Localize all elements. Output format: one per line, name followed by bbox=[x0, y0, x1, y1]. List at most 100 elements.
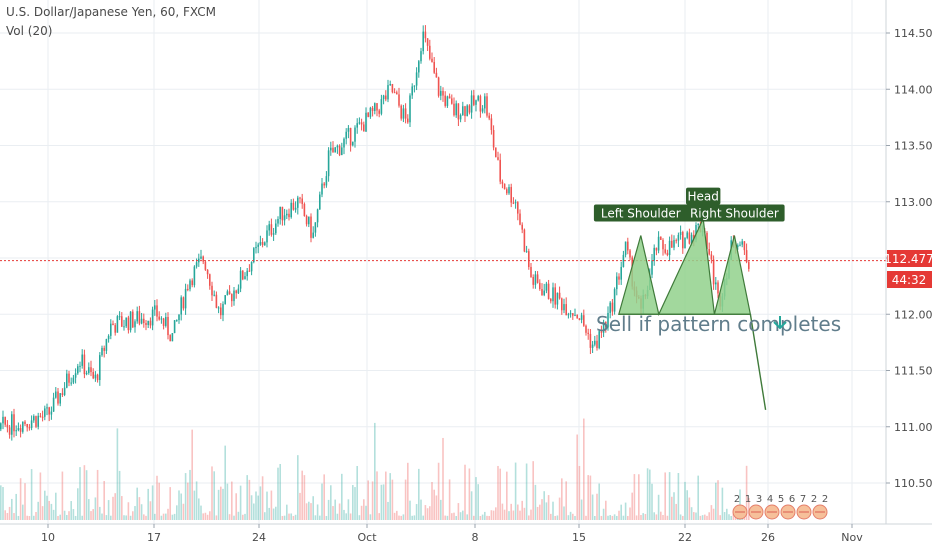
event-marker-count[interactable]: 6 bbox=[789, 494, 795, 505]
head-shoulders-pattern[interactable]: Left Shoulder Head Right Shoulder Sell if p… bbox=[593, 187, 841, 410]
candle-body bbox=[572, 313, 574, 316]
candle-body bbox=[198, 258, 200, 263]
candle-body bbox=[129, 311, 132, 331]
candle-body bbox=[651, 260, 653, 275]
candle-body bbox=[532, 277, 534, 285]
volume-bar bbox=[334, 499, 336, 520]
volume-bar bbox=[701, 515, 704, 520]
candle-body bbox=[85, 372, 88, 375]
volume-bar bbox=[624, 502, 627, 520]
candle-body bbox=[72, 377, 75, 383]
candle-body bbox=[189, 280, 191, 290]
candle-body bbox=[594, 340, 596, 345]
head-label-bg bbox=[686, 187, 721, 205]
candle-body bbox=[481, 108, 484, 112]
candle-body bbox=[96, 374, 99, 381]
event-marker-count[interactable]: 4 bbox=[767, 494, 773, 505]
volume-bar bbox=[585, 515, 587, 520]
candle-body bbox=[488, 115, 490, 119]
candle-body bbox=[565, 304, 567, 316]
symbol-title[interactable]: U.S. Dollar/Japanese Yen, 60, FXCM bbox=[6, 5, 216, 19]
candle-body bbox=[341, 147, 343, 156]
pattern-shape[interactable] bbox=[618, 216, 752, 317]
volume-indicator-label[interactable]: Vol (20) bbox=[6, 24, 53, 38]
candle-body bbox=[305, 216, 308, 225]
candle-body bbox=[246, 270, 248, 277]
projection-line[interactable] bbox=[749, 314, 767, 410]
volume-bar bbox=[668, 472, 671, 520]
volume-bar bbox=[664, 472, 666, 520]
volume-bar bbox=[246, 475, 248, 520]
candle-body bbox=[440, 90, 442, 96]
candle-body bbox=[248, 270, 251, 272]
event-marker-count[interactable]: 7 bbox=[800, 494, 806, 505]
price-tick-label: 114.000 bbox=[894, 83, 932, 96]
volume-bar bbox=[591, 494, 594, 520]
sell-note[interactable]: Sell if pattern completes bbox=[596, 312, 841, 336]
candle-body bbox=[145, 323, 147, 325]
candle-body bbox=[490, 118, 493, 131]
volume-bar bbox=[466, 514, 468, 520]
price-tick-label: 110.500 bbox=[894, 477, 932, 490]
candle-body bbox=[541, 289, 543, 296]
right-shoulder-label[interactable]: Right Shoulder bbox=[684, 204, 785, 222]
volume-bar bbox=[699, 515, 702, 520]
head-label[interactable]: Head bbox=[686, 187, 721, 205]
event-marker-count[interactable]: 3 bbox=[756, 494, 762, 505]
candle-body bbox=[583, 315, 585, 326]
volume-bar bbox=[607, 515, 609, 520]
volume-bar bbox=[330, 485, 332, 520]
volume-bar bbox=[35, 511, 37, 520]
event-marker-count[interactable]: 5 bbox=[778, 494, 784, 505]
candle-body bbox=[514, 202, 517, 204]
candle-body bbox=[536, 274, 539, 283]
volume-bar bbox=[140, 504, 143, 520]
volume-bar bbox=[462, 510, 464, 520]
candle-body bbox=[143, 318, 145, 324]
candle-body bbox=[264, 242, 266, 246]
volume-bar bbox=[704, 514, 706, 520]
candle-body bbox=[561, 298, 563, 311]
volume-bar bbox=[574, 515, 576, 520]
volume-bar bbox=[556, 515, 559, 520]
candle-body bbox=[259, 242, 262, 245]
volume-bar bbox=[19, 478, 22, 520]
volume-bar bbox=[576, 434, 578, 520]
event-marker-count[interactable]: 2 bbox=[734, 494, 740, 505]
candle-body bbox=[499, 159, 501, 182]
price-tick-label: 113.500 bbox=[894, 140, 932, 153]
candle-body bbox=[457, 103, 460, 120]
time-axis[interactable]: 10 17 24 Oct 8 15 22 26 Nov bbox=[41, 524, 863, 544]
volume-bar bbox=[510, 503, 512, 520]
volume-bar bbox=[404, 479, 407, 520]
volume-bar bbox=[429, 506, 431, 520]
candle-body bbox=[147, 320, 149, 325]
price-tick-label: 111.500 bbox=[894, 365, 932, 378]
event-marker-count[interactable]: 1 bbox=[745, 494, 751, 505]
volume-bar bbox=[407, 462, 409, 520]
event-marker-count[interactable]: 2 bbox=[811, 494, 817, 505]
volume-bar bbox=[358, 515, 361, 520]
volume-bar bbox=[349, 513, 352, 520]
event-marker-count[interactable]: 2 bbox=[822, 494, 828, 505]
left-shoulder-label[interactable]: Left Shoulder bbox=[593, 204, 688, 222]
volume-bar bbox=[459, 512, 462, 520]
candle-body bbox=[448, 96, 451, 99]
volume-bar bbox=[598, 483, 600, 520]
candle-body bbox=[123, 326, 125, 328]
candle-body bbox=[385, 95, 387, 100]
candle-body bbox=[576, 314, 578, 319]
candle-body bbox=[420, 51, 422, 62]
candle-body bbox=[180, 297, 182, 315]
volume-bar bbox=[272, 508, 275, 520]
volume-bar bbox=[679, 514, 682, 520]
candle-body bbox=[455, 103, 457, 116]
candle-body bbox=[360, 122, 363, 125]
volume-bar bbox=[552, 501, 554, 520]
volume-bar bbox=[143, 514, 145, 520]
volume-bar bbox=[301, 470, 303, 520]
candle-body bbox=[70, 382, 72, 384]
